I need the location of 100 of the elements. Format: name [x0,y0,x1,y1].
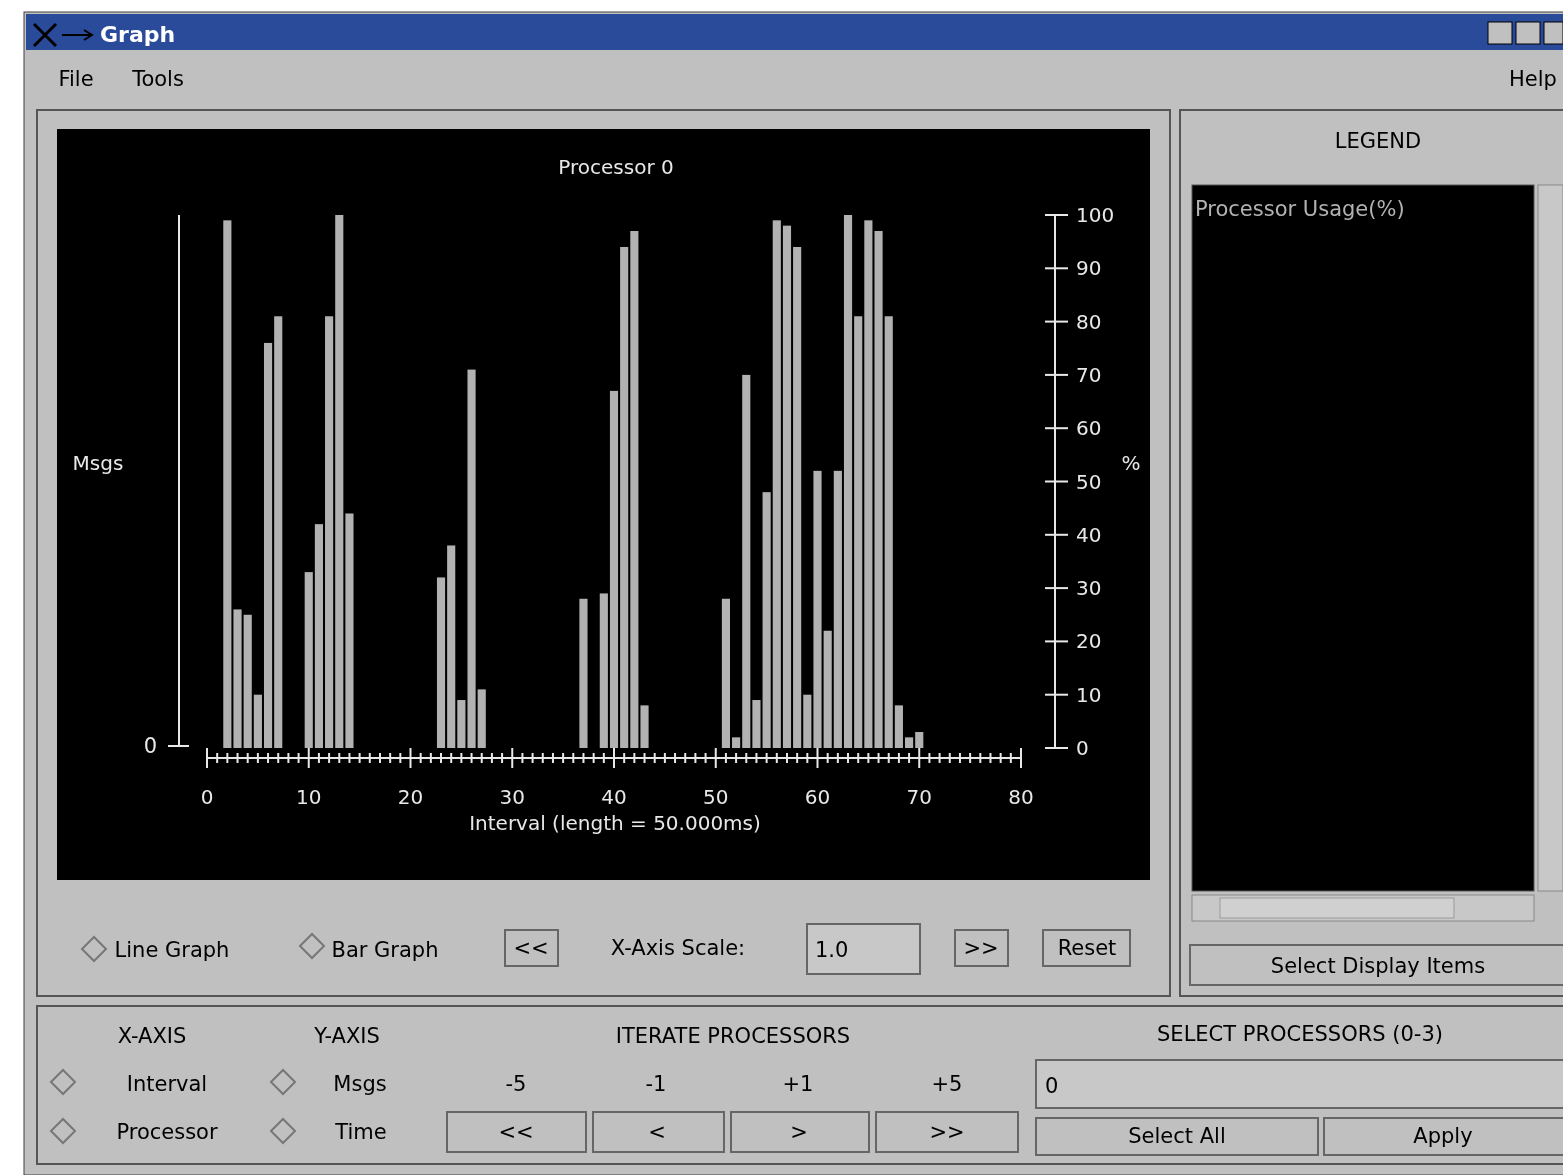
text: File [58,67,94,91]
bar [874,230,883,748]
bar [579,598,588,748]
text: << [513,936,549,960]
y2-tick-label: 100 [1076,203,1115,227]
bar [335,215,344,748]
legend-title: LEGEND [1334,129,1422,153]
text: -5 [505,1072,527,1096]
text: X-AXIS [117,1024,187,1048]
y2-tick-label: 30 [1076,576,1102,601]
x-axis-title: Interval (length = 50.000ms) [469,811,761,835]
bar [314,524,323,748]
bar [274,316,283,748]
text: Msgs [333,1072,387,1096]
y2-tick-label: 60 [1076,416,1102,441]
text: Select Display Items [1270,954,1486,978]
text: Line Graph [114,938,230,962]
bar [620,246,629,748]
y2-tick-label: 80 [1076,309,1102,334]
x-tick-label: 50 [703,785,729,809]
bar [345,513,354,748]
bar [223,220,232,748]
text: Y-AXIS [313,1024,380,1048]
bar [843,215,853,748]
bar [915,732,924,748]
text: Reset [1057,936,1117,960]
bar [243,614,252,748]
x-tick-label: 10 [296,785,322,809]
text: 1.0 [815,938,849,962]
text: +5 [931,1072,963,1096]
bar [304,572,313,748]
bar [864,220,873,748]
bar [742,374,751,748]
text: Graph [100,22,176,47]
text: Help [1509,67,1557,91]
bar [854,316,863,748]
text: 0 [1045,1074,1059,1098]
y2-tick-label: 50 [1076,469,1102,494]
bar [762,492,771,748]
bar [233,609,242,748]
y2-tick-label: 90 [1076,256,1102,281]
bar [477,689,486,748]
y2-tick-label: 10 [1076,682,1102,707]
text: ITERATE PROCESSORS [615,1024,851,1048]
text: Tools [131,67,184,91]
text: >> [929,1120,965,1144]
text: Bar Graph [331,938,439,962]
bar [253,694,262,748]
bar [772,220,781,748]
text: Time [334,1120,387,1144]
y2-tick-label: 20 [1076,629,1102,654]
text: Select All [1128,1124,1226,1148]
bar [630,230,639,748]
bar [905,737,914,748]
bar [782,225,792,748]
bar [436,577,446,748]
text: Processor Usage(%) [1195,197,1405,221]
text: X-Axis Scale: [610,936,746,960]
bar [609,390,619,748]
text: 0 [143,734,157,758]
bar [833,470,842,748]
bar [467,369,476,748]
x-tick-label: 0 [200,785,214,809]
bar [793,246,802,748]
bar [263,342,273,748]
x-tick-label: 20 [397,785,424,809]
bar [457,700,466,748]
bar [732,737,741,748]
bar [823,630,832,748]
y2-axis-title: % [1121,451,1141,475]
bar [884,316,893,748]
text: -1 [645,1072,667,1096]
text: Processor [116,1120,218,1144]
text: << [498,1120,534,1144]
text: Apply [1413,1124,1473,1148]
text: SELECT PROCESSORS (0-3) [1157,1022,1443,1046]
bar [803,694,812,748]
y2-tick-label: 40 [1076,522,1102,547]
x-tick-label: 30 [499,785,525,809]
bar [599,593,608,748]
bar [325,316,334,748]
x-tick-label: 70 [906,785,932,809]
text: < [648,1120,666,1144]
y2-tick-label: 0 [1076,736,1089,760]
bar [721,598,730,748]
x-tick-label: 80 [1008,785,1034,809]
text: Interval [126,1072,208,1096]
bar [447,545,456,748]
bar [813,470,822,748]
text: +1 [782,1072,814,1096]
text: >> [963,936,999,960]
text: > [790,1120,808,1144]
bar [640,705,649,748]
y-axis-title: Msgs [72,451,124,475]
y2-tick-label: 70 [1076,362,1102,387]
chart-title: Processor 0 [558,155,674,179]
bar [752,700,761,748]
bar [894,705,903,748]
x-tick-label: 40 [601,785,627,809]
x-tick-label: 60 [804,785,831,809]
